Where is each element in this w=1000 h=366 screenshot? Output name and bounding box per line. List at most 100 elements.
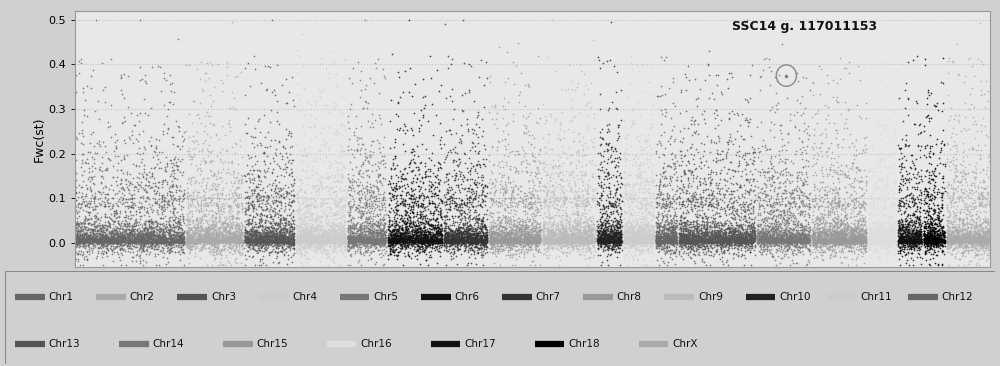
Point bbox=[755, 239, 771, 244]
Point bbox=[252, 239, 268, 245]
Point bbox=[663, 235, 679, 241]
Point bbox=[429, 239, 445, 245]
Point bbox=[744, 228, 760, 234]
Point bbox=[362, 239, 378, 245]
Point bbox=[352, 204, 368, 210]
Point bbox=[454, 225, 470, 231]
Point bbox=[871, 80, 887, 86]
Point bbox=[636, 235, 652, 241]
Point bbox=[456, 236, 472, 242]
Point bbox=[227, 232, 243, 238]
Point bbox=[687, 237, 703, 243]
Point bbox=[921, 201, 937, 207]
Point bbox=[598, 241, 614, 247]
Point bbox=[724, 225, 740, 231]
Point bbox=[649, 224, 665, 230]
Point bbox=[932, 245, 948, 251]
Point bbox=[483, 234, 499, 239]
Point bbox=[837, 184, 853, 190]
Point bbox=[734, 223, 750, 229]
Point bbox=[87, 224, 103, 230]
Point bbox=[226, 180, 242, 186]
Point bbox=[382, 232, 398, 238]
Point bbox=[80, 209, 96, 214]
Point bbox=[150, 246, 166, 252]
Point bbox=[716, 239, 732, 245]
Point bbox=[502, 179, 518, 185]
Point bbox=[586, 252, 602, 258]
Point bbox=[868, 238, 884, 243]
Point bbox=[351, 239, 367, 245]
Point bbox=[252, 231, 268, 237]
Point bbox=[463, 235, 479, 241]
Point bbox=[137, 110, 153, 116]
Point bbox=[336, 239, 352, 244]
Point bbox=[373, 219, 389, 225]
Point bbox=[836, 229, 852, 235]
Point bbox=[875, 244, 891, 250]
Point bbox=[945, 176, 961, 182]
Point bbox=[787, 203, 803, 209]
Point bbox=[597, 230, 613, 236]
Point bbox=[881, 234, 897, 239]
Point bbox=[853, 201, 869, 206]
Point bbox=[143, 234, 159, 240]
Point bbox=[77, 238, 93, 244]
Point bbox=[442, 147, 458, 153]
Point bbox=[538, 237, 554, 243]
Point bbox=[173, 232, 189, 238]
Point bbox=[393, 235, 409, 241]
Point bbox=[656, 221, 672, 227]
Point bbox=[881, 239, 897, 245]
Point bbox=[281, 231, 297, 237]
Point bbox=[764, 104, 780, 110]
Point bbox=[550, 239, 566, 245]
Point bbox=[444, 233, 460, 239]
Point bbox=[386, 252, 402, 258]
Point bbox=[468, 121, 484, 127]
Point bbox=[170, 221, 186, 227]
Point bbox=[627, 238, 643, 244]
Point bbox=[305, 234, 321, 240]
Point bbox=[575, 224, 591, 229]
Point bbox=[244, 228, 260, 234]
Point bbox=[212, 259, 228, 265]
Point bbox=[884, 244, 900, 250]
Point bbox=[651, 243, 667, 249]
Point bbox=[216, 214, 232, 220]
Point bbox=[639, 238, 655, 243]
Point bbox=[752, 230, 768, 236]
Point bbox=[861, 234, 877, 239]
Point bbox=[285, 238, 301, 243]
Point bbox=[939, 227, 955, 233]
Point bbox=[542, 111, 558, 117]
Point bbox=[261, 241, 277, 247]
Point bbox=[450, 228, 466, 234]
Point bbox=[906, 236, 922, 242]
Point bbox=[932, 232, 948, 238]
Point bbox=[72, 236, 88, 242]
Point bbox=[958, 230, 974, 236]
Point bbox=[226, 238, 242, 244]
Point bbox=[758, 235, 774, 240]
Point bbox=[199, 60, 215, 66]
Point bbox=[142, 240, 158, 246]
Point bbox=[969, 215, 985, 221]
Point bbox=[745, 239, 761, 245]
Point bbox=[196, 242, 212, 248]
Point bbox=[461, 195, 477, 201]
Point bbox=[895, 195, 911, 201]
Point bbox=[307, 232, 323, 238]
Point bbox=[165, 236, 181, 242]
Point bbox=[775, 214, 791, 220]
Point bbox=[930, 187, 946, 193]
Point bbox=[93, 234, 109, 239]
Point bbox=[675, 180, 691, 186]
Point bbox=[123, 229, 139, 235]
Point bbox=[746, 235, 762, 241]
Point bbox=[871, 231, 887, 236]
Point bbox=[405, 204, 421, 210]
Point bbox=[970, 231, 986, 237]
Point bbox=[257, 238, 273, 243]
Point bbox=[154, 236, 170, 242]
